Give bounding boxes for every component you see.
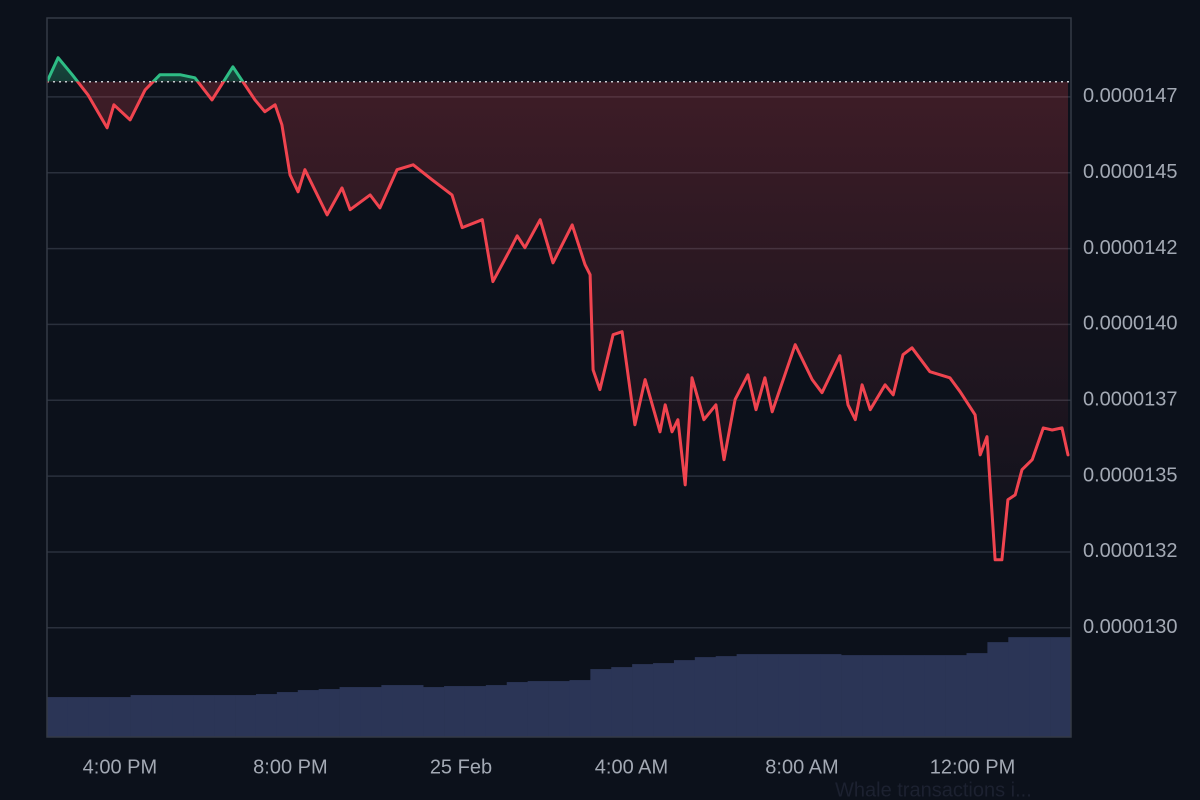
volume-bar bbox=[673, 660, 696, 737]
volume-bar bbox=[527, 681, 549, 737]
volume-bar bbox=[444, 686, 466, 737]
volume-bar bbox=[47, 697, 69, 737]
volume-bar bbox=[1008, 637, 1030, 737]
volume-bar bbox=[381, 685, 403, 737]
volume-bar bbox=[67, 697, 90, 737]
volume-bar bbox=[924, 655, 946, 737]
volume-bar bbox=[109, 697, 131, 737]
volume-bar bbox=[151, 695, 173, 737]
volume-bar bbox=[360, 687, 382, 737]
volume-bar bbox=[945, 655, 967, 737]
volume-bar bbox=[987, 642, 1009, 737]
volume-bar bbox=[611, 667, 633, 737]
volume-bar bbox=[694, 657, 717, 737]
x-tick-label: 4:00 AM bbox=[595, 756, 668, 778]
volume-bar bbox=[799, 654, 821, 737]
plot-frame bbox=[46, 17, 1072, 738]
area bbox=[47, 57, 1068, 560]
plot-area bbox=[47, 56, 1071, 737]
y-tick-label: 0.0000130 bbox=[1083, 616, 1178, 638]
volume-bar bbox=[715, 656, 737, 737]
volume-bar bbox=[862, 655, 884, 737]
y-tick-label: 0.0000142 bbox=[1083, 237, 1178, 259]
volume-bar bbox=[214, 695, 236, 737]
volume-bar bbox=[882, 655, 905, 737]
volume-bar bbox=[423, 687, 445, 737]
y-tick-label: 0.0000137 bbox=[1083, 389, 1178, 411]
volume-bar bbox=[318, 689, 340, 737]
y-tick-label: 0.0000145 bbox=[1083, 161, 1178, 183]
volume-bar bbox=[402, 685, 424, 737]
volume-bar bbox=[569, 680, 591, 737]
x-tick-label: 4:00 PM bbox=[83, 756, 157, 778]
volume-bar bbox=[276, 692, 299, 737]
volume-bar bbox=[88, 697, 110, 737]
volume-bar bbox=[736, 654, 758, 737]
volume-bar bbox=[235, 695, 257, 737]
x-tick-label: 8:00 AM bbox=[765, 756, 838, 778]
volume-bar bbox=[506, 682, 528, 737]
x-tick-label: 12:00 PM bbox=[930, 756, 1016, 778]
price-line bbox=[47, 56, 1070, 562]
volume-bar bbox=[590, 669, 612, 737]
footer-text: Whale transactions i... bbox=[835, 779, 1032, 800]
volume-bar bbox=[632, 664, 654, 737]
volume-bar bbox=[548, 681, 570, 737]
volume-bar bbox=[130, 695, 152, 737]
volume-bar bbox=[255, 694, 278, 737]
volume-bar bbox=[1050, 637, 1071, 737]
y-tick-label: 0.0000140 bbox=[1083, 313, 1178, 335]
volume-bar bbox=[653, 663, 675, 737]
volume-bar bbox=[1029, 637, 1051, 737]
volume-bar bbox=[820, 654, 842, 737]
x-tick-label: 25 Feb bbox=[430, 756, 492, 778]
y-tick-label: 0.0000135 bbox=[1083, 464, 1178, 486]
volume-bar bbox=[841, 655, 863, 737]
volume-bar bbox=[903, 655, 926, 737]
volume-bar bbox=[464, 686, 487, 737]
volume-bar bbox=[297, 690, 319, 737]
volume-bar bbox=[339, 687, 361, 737]
y-tick-label: 0.0000147 bbox=[1083, 85, 1178, 107]
volume-bar bbox=[757, 654, 779, 737]
volume-bar bbox=[485, 685, 508, 737]
volume-bar bbox=[966, 653, 988, 737]
volume-bar bbox=[193, 695, 215, 737]
y-tick-label: 0.0000132 bbox=[1083, 540, 1178, 562]
volume-bar bbox=[172, 695, 194, 737]
x-tick-label: 8:00 PM bbox=[253, 756, 327, 778]
volume-bar bbox=[778, 654, 800, 737]
